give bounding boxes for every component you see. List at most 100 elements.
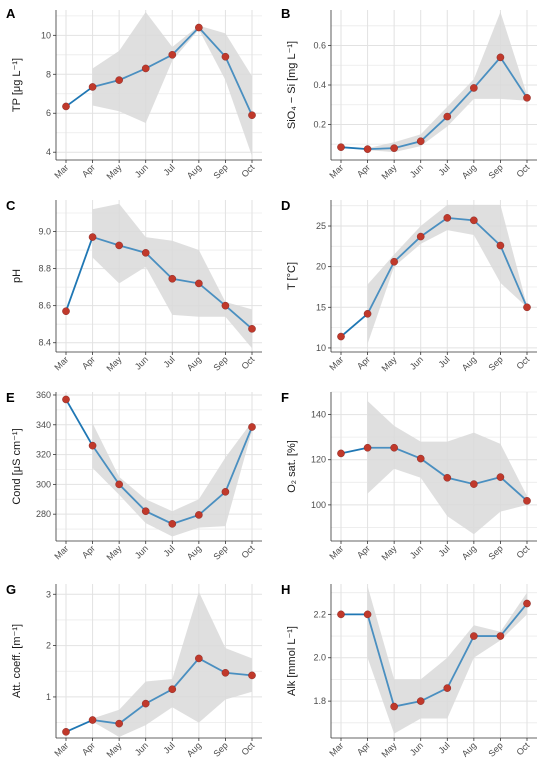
panel-c-ytick-label: 8.6 — [38, 301, 51, 311]
panel-f-point — [363, 443, 372, 452]
panel-g-xtick-label: Aug — [185, 740, 203, 758]
panel-d-xtick-label: Oct — [514, 354, 531, 371]
panel-c-point — [221, 301, 230, 310]
panel-f-xtick-label: Sep — [486, 543, 504, 561]
panel-b-xtick-label: Oct — [514, 162, 531, 179]
panel-f-point — [416, 454, 425, 463]
panel-b-ytick-label: 0.2 — [313, 119, 326, 129]
panel-d: D 10 15 20 25 Mar Apr May Jun Jul Aug Sep Oct T [°C] — [281, 198, 537, 373]
panel-b-xtick-label: Apr — [355, 162, 372, 179]
panel-e-ytick-label: 280 — [36, 509, 51, 519]
panel-g-xtick-label: Apr — [80, 740, 97, 757]
panel-d-xtick-label: Jul — [436, 354, 451, 369]
panel-g-xtick-label: Sep — [211, 740, 229, 758]
panel-c-xtick-label: Jul — [161, 354, 176, 369]
panel-h-point — [337, 610, 345, 619]
panel-g-point — [195, 654, 203, 663]
panel-e-xtick-label: May — [104, 543, 123, 562]
panel-d-point — [470, 216, 478, 225]
panel-f-range-band — [367, 401, 527, 535]
panel-g-point — [248, 671, 256, 680]
panel-c-xtick-label: Mar — [52, 354, 70, 372]
panel-g-ylabel: Att. coeff. [m⁻¹] — [11, 624, 23, 698]
panel-e-point — [168, 520, 177, 528]
panel-h-point — [496, 632, 505, 640]
panel-e-xtick-label: Jun — [133, 543, 150, 560]
panel-g-line-first-segment — [65, 719, 93, 733]
panel-g-xtick-label: Oct — [239, 740, 256, 757]
panel-c-point — [248, 325, 256, 333]
panel-e-ylabel: Cond [μS cm⁻¹] — [11, 428, 23, 504]
panel-c-xtick-label: Apr — [80, 354, 97, 371]
panel-a-xtick-label: Aug — [185, 162, 203, 180]
panel-c-xtick-label: Aug — [185, 354, 203, 372]
panel-d-ytick-label: 15 — [316, 302, 326, 312]
panel-a-ytick-label: 8 — [46, 69, 51, 79]
panel-d-ytick-label: 10 — [316, 343, 326, 353]
panel-h-point — [470, 632, 478, 640]
panel-f-line-first-segment — [340, 446, 368, 455]
panel-h-point — [443, 684, 452, 692]
panel-g-point — [168, 685, 177, 694]
panel-b-point — [523, 94, 531, 102]
panel-g-xtick-label: Jun — [133, 740, 150, 757]
panel-h: H 1.8 2.0 2.2 Mar Apr May Jun Jul Aug Sep Oct Alk [m… — [281, 582, 537, 759]
panel-f-xtick-label: Jul — [436, 543, 451, 558]
panel-c-xtick-label: May — [104, 354, 123, 373]
panel-f-point — [443, 473, 452, 482]
panel-e-letter: E — [6, 390, 15, 405]
panel-f: F 100 120 140 Mar Apr May Jun Jul Aug Sep Oct O₂ sat… — [281, 390, 537, 562]
panel-a-point — [88, 83, 97, 91]
panel-a-point — [248, 111, 256, 119]
panel-e-point — [221, 488, 230, 496]
panel-b-ylabel: SiO₄ − Si [mg L⁻¹] — [286, 41, 298, 129]
panel-c-point — [168, 274, 177, 283]
panel-h-range-band — [367, 586, 527, 734]
panel-d-xtick-label: Apr — [355, 354, 372, 371]
panel-a-point — [168, 51, 177, 59]
panel-g-xtick-label: May — [104, 740, 123, 759]
panel-c-point — [62, 307, 70, 316]
panel-e-xtick-label: Apr — [80, 543, 97, 560]
panel-h-xtick-label: Oct — [514, 740, 531, 757]
panel-d-point — [496, 241, 505, 250]
panel-g-ytick-label: 2 — [46, 641, 51, 651]
panel-d-xtick-label: Mar — [327, 354, 345, 372]
panel-b-point — [496, 53, 505, 62]
panel-f-point — [496, 473, 505, 481]
panel-d-ytick-label: 25 — [316, 221, 326, 231]
panel-f-ytick-label: 140 — [311, 410, 326, 420]
panel-b-xtick-label: Mar — [327, 162, 345, 180]
panel-c-ytick-label: 8.4 — [38, 338, 51, 348]
panel-e-range-band — [92, 421, 252, 537]
panel-a-letter: A — [6, 6, 16, 21]
panel-e-ytick-label: 320 — [36, 450, 51, 460]
panel-e-point — [248, 423, 256, 431]
panel-d-point — [523, 303, 531, 312]
panel-g-point — [115, 719, 123, 728]
panel-b-point — [337, 143, 345, 151]
panel-b-xtick-label: May — [379, 162, 398, 181]
panel-d-letter: D — [281, 198, 290, 213]
panel-d-ylabel: T [°C] — [286, 262, 298, 290]
panel-h-ylabel: Alk [mmol L⁻¹] — [286, 626, 298, 696]
panel-f-xtick-label: Mar — [327, 543, 345, 561]
panel-f-ytick-label: 120 — [311, 455, 326, 465]
panel-g-ytick-label: 3 — [46, 589, 51, 599]
panel-h-letter: H — [281, 582, 290, 597]
panel-a-xtick-label: Jun — [133, 162, 150, 179]
panel-b-xtick-label: Aug — [460, 162, 478, 180]
panel-g-point — [88, 716, 97, 724]
panel-a-point — [62, 102, 70, 111]
panel-a-ytick-label: 10 — [41, 30, 51, 40]
panel-e-point — [195, 511, 203, 519]
panel-e-xtick-label: Oct — [239, 543, 256, 560]
panel-a-range-band — [92, 11, 252, 157]
panel-a-xtick-label: May — [104, 162, 123, 181]
panel-h-xtick-label: Sep — [486, 740, 504, 758]
panel-a-ytick-label: 6 — [46, 108, 51, 118]
panel-g-point — [141, 699, 150, 708]
panel-f-xtick-label: May — [379, 543, 398, 562]
panel-g-point — [62, 728, 70, 736]
